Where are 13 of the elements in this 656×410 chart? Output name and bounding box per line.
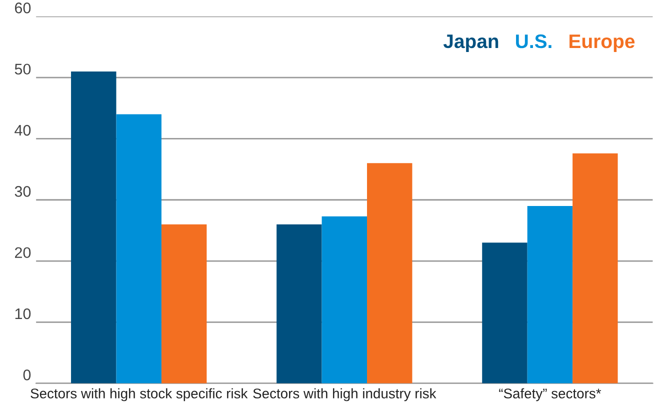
x-tick-label: Sectors with high stock specific risk (30, 388, 248, 402)
y-tick-label: 40 (14, 124, 31, 136)
y-tick-label: 30 (14, 186, 31, 197)
y-tick-label: 10 (15, 308, 31, 320)
y-tick-label: 20 (14, 247, 31, 258)
x-tick-label: “Safety” sectors* (499, 388, 602, 402)
x-tick-label: Sectors with high industry risk (253, 388, 436, 402)
y-tick-label: 60 (15, 2, 31, 14)
text: Japan (443, 34, 498, 52)
y-tick-label: 0 (23, 370, 31, 380)
text: U.S. (516, 34, 552, 48)
text: Europe (570, 34, 635, 52)
y-tick-label: 50 (14, 64, 31, 75)
